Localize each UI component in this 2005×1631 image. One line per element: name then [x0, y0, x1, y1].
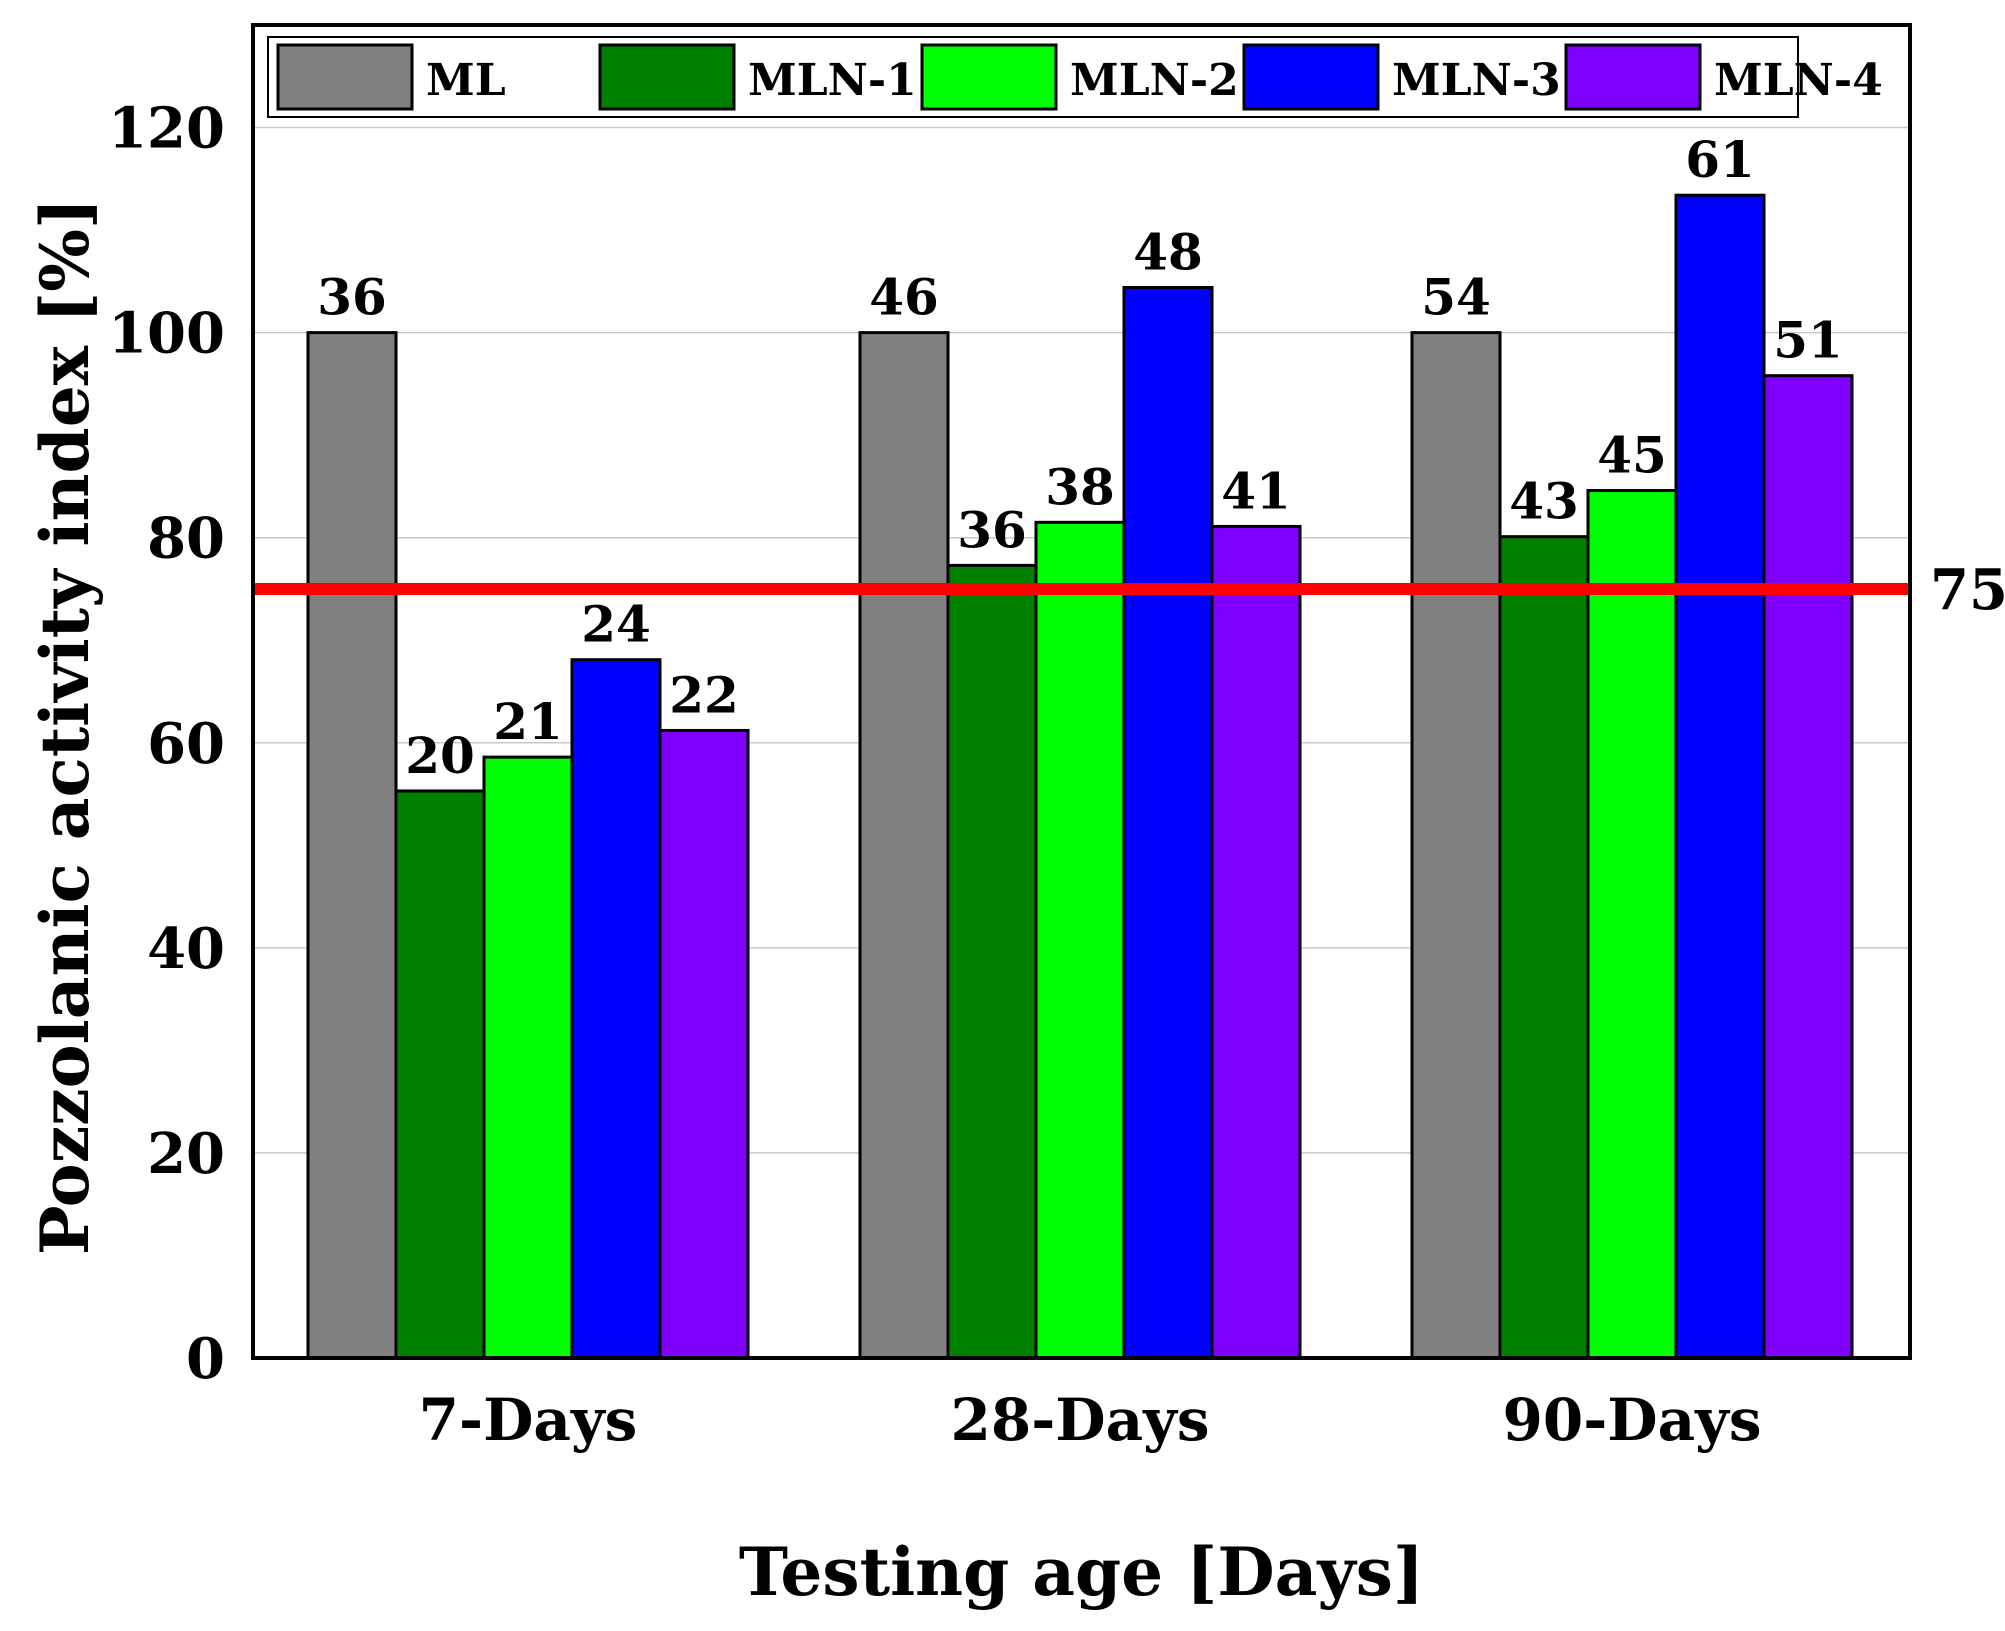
bar-ml-7-days — [306, 331, 398, 1360]
bar-mln-1-90-days — [1498, 535, 1590, 1360]
legend-swatch-mln-1 — [598, 43, 736, 111]
x-tick-label: 90-Days — [1502, 1386, 1761, 1454]
bar-labels-group: 36 46 54 20 36 43 21 38 45 24 48 61 22 41 51 — [317, 130, 1843, 785]
y-tick-label: 80 — [147, 506, 225, 572]
bar-mln-4-28-days — [1210, 524, 1302, 1360]
bar-mln-2-28-days — [1034, 520, 1126, 1360]
y-tick-label: 40 — [147, 916, 225, 982]
bar-mln-1-28-days — [946, 563, 1038, 1360]
reference-line-group: 75 — [253, 557, 2005, 623]
bar-value-label: 38 — [1045, 457, 1115, 516]
bar-value-label: 45 — [1597, 426, 1667, 485]
y-axis-ticks: 0 20 40 60 80 100 120 — [108, 96, 225, 1392]
bar-mln-2-7-days — [482, 755, 574, 1360]
bar-mln-1-7-days — [394, 789, 486, 1360]
y-tick-label: 120 — [108, 96, 225, 162]
bar-value-label: 20 — [405, 726, 475, 785]
bar-mln-4-7-days — [658, 728, 750, 1360]
reference-line-label: 75 — [1930, 557, 2005, 623]
bar-mln-3-7-days — [570, 658, 662, 1360]
x-tick-label: 7-Days — [419, 1386, 638, 1454]
bar-value-label: 36 — [317, 268, 387, 327]
bar-value-label: 24 — [581, 595, 651, 654]
bar-value-label: 21 — [493, 692, 563, 751]
bar-value-label: 54 — [1421, 268, 1491, 327]
bar-value-label: 36 — [957, 500, 1027, 559]
bar-mln-2-90-days — [1586, 489, 1678, 1360]
legend-swatch-mln-2 — [920, 43, 1058, 111]
bar-mln-3-90-days — [1674, 193, 1766, 1360]
legend-swatch-mln-3 — [1242, 43, 1380, 111]
legend-label-mln-3: MLN-3 — [1392, 55, 1561, 106]
y-tick-label: 0 — [186, 1326, 225, 1392]
legend-swatch-mln-4 — [1564, 43, 1702, 111]
y-axis-title: Pozzolanic activity index [%] — [26, 198, 104, 1255]
bar-value-label: 41 — [1221, 461, 1291, 520]
legend-label-ml: ML — [426, 55, 506, 106]
bar-mln-3-28-days — [1122, 285, 1214, 1360]
x-tick-label: 28-Days — [950, 1386, 1209, 1454]
bar-mln-4-90-days — [1762, 374, 1854, 1360]
bar-value-label: 51 — [1773, 311, 1843, 370]
legend-label-mln-4: MLN-4 — [1714, 55, 1883, 106]
plot-frame — [251, 23, 1912, 1360]
legend: ML MLN-1 MLN-2 MLN-3 MLN-4 — [267, 36, 1883, 118]
bar-value-label: 48 — [1133, 222, 1203, 281]
bar-value-label: 61 — [1685, 130, 1755, 189]
y-tick-label: 20 — [147, 1121, 225, 1187]
y-tick-label: 100 — [108, 301, 225, 367]
bar-value-label: 22 — [669, 665, 739, 724]
bar-ml-28-days — [858, 331, 950, 1360]
y-tick-label: 60 — [147, 711, 225, 777]
bar-value-label: 46 — [869, 268, 939, 327]
bar-value-label: 43 — [1509, 472, 1579, 531]
legend-swatch-ml — [276, 43, 414, 111]
bar-ml-90-days — [1410, 331, 1502, 1360]
bars-group — [306, 193, 1854, 1360]
x-axis-title: Testing age [Days] — [739, 1533, 1424, 1611]
legend-label-mln-1: MLN-1 — [748, 55, 917, 106]
x-axis-ticks: 7-Days 28-Days 90-Days — [419, 1386, 1762, 1454]
legend-label-mln-2: MLN-2 — [1070, 55, 1239, 106]
